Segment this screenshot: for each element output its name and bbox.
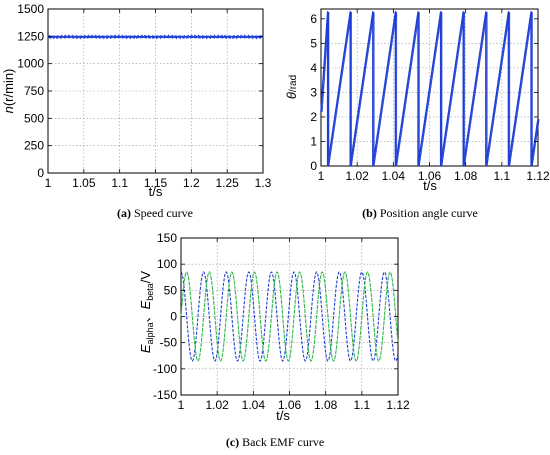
panel-a-caption: (a) Speed curve <box>117 206 193 220</box>
x-tick-label: 1 <box>178 398 185 412</box>
x-tick-label: 1.06 <box>418 169 442 183</box>
panel-c-x-label: t/s <box>276 408 290 423</box>
panel-b-y-ticks: 0 1 2 3 4 5 6 <box>310 12 538 173</box>
panel-c: -150 -100 -50 0 50 100 150 1 1.02 1.04 1.06 1.08 1.… <box>138 231 410 449</box>
y-tick-label: 1000 <box>17 57 44 71</box>
panel-c-grid <box>181 238 398 395</box>
panel-a: 0 250 500 750 1000 1250 1500 1 1.05 1.1 1.15 1.2 1.… <box>1 2 272 220</box>
panel-b-x-ticks: 1 1.02 1.04 1.06 1.08 1.1 1.12 <box>318 9 550 183</box>
panel-a-grid <box>48 9 263 173</box>
panel-c-y-label: Ealpha、Ebeta/V <box>138 271 155 354</box>
y-tick-label: 5 <box>310 36 317 50</box>
x-tick-label: 1.08 <box>314 398 338 412</box>
y-tick-label: 1500 <box>17 2 44 16</box>
y-tick-label: 150 <box>157 231 177 245</box>
x-tick-label: 1.2 <box>183 176 200 190</box>
y-tick-label: 2 <box>310 110 317 124</box>
y-tick-label: 4 <box>310 61 317 75</box>
x-tick-label: 1.04 <box>382 169 406 183</box>
series-position-angle-trace <box>321 11 540 167</box>
panel-a-y-ticks: 0 250 500 750 1000 1250 1500 <box>17 2 263 180</box>
y-tick-label: 3 <box>310 85 317 99</box>
y-tick-label: 750 <box>24 84 44 98</box>
panel-c-y-ticks: -150 -100 -50 0 50 100 150 <box>153 231 398 402</box>
y-tick-label: -150 <box>153 388 177 402</box>
x-tick-label: 1.12 <box>386 398 410 412</box>
y-tick-label: 0 <box>170 310 177 324</box>
y-tick-label: 1250 <box>17 29 44 43</box>
y-tick-label: 250 <box>24 139 44 153</box>
x-tick-label: 1.1 <box>111 176 128 190</box>
y-tick-label: -50 <box>160 336 178 350</box>
panel-a-series <box>47 34 264 40</box>
panel-c-caption: (c) Back EMF curve <box>226 435 324 449</box>
x-tick-label: 1.02 <box>205 398 229 412</box>
y-tick-label: -100 <box>153 362 177 376</box>
panel-c-x-ticks: 1 1.02 1.04 1.06 1.08 1.1 1.12 <box>178 238 410 412</box>
panel-b-caption: (b) Position angle curve <box>362 206 478 220</box>
series-position-angle <box>320 11 539 167</box>
series-speed <box>47 34 264 40</box>
x-tick-label: 1 <box>45 176 52 190</box>
x-tick-label: 1.12 <box>526 169 550 183</box>
series-e-alpha <box>180 271 399 362</box>
x-tick-label: 1.1 <box>493 169 510 183</box>
x-tick-label: 1.25 <box>215 176 239 190</box>
x-tick-label: 1.02 <box>345 169 369 183</box>
y-tick-label: 50 <box>164 283 178 297</box>
series-e-beta <box>180 271 399 362</box>
x-tick-label: 1.04 <box>242 398 266 412</box>
panel-b-series <box>320 11 540 167</box>
y-tick-label: 0 <box>310 159 317 173</box>
y-tick-label: 0 <box>37 166 44 180</box>
panel-b-x-label: t/s <box>423 178 437 193</box>
x-tick-label: 1.1 <box>353 398 370 412</box>
x-tick-label: 1.06 <box>278 398 302 412</box>
x-tick-label: 1 <box>318 169 325 183</box>
panel-a-x-label: t/s <box>149 184 163 199</box>
x-tick-label: 1.3 <box>255 176 272 190</box>
y-tick-label: 6 <box>310 12 317 26</box>
y-tick-label: 1 <box>310 134 317 148</box>
x-tick-label: 1.08 <box>454 169 478 183</box>
y-tick-label: 100 <box>157 257 177 271</box>
panel-a-x-ticks: 1 1.05 1.1 1.15 1.2 1.25 1.3 <box>45 9 272 190</box>
x-tick-label: 1.05 <box>72 176 96 190</box>
y-tick-label: 500 <box>24 111 44 125</box>
panel-c-series <box>180 271 399 362</box>
panel-a-y-label: n(r/min) <box>1 69 16 114</box>
panel-b-y-label: θ/rad <box>284 75 299 99</box>
x-tick-label: 1.15 <box>144 176 168 190</box>
